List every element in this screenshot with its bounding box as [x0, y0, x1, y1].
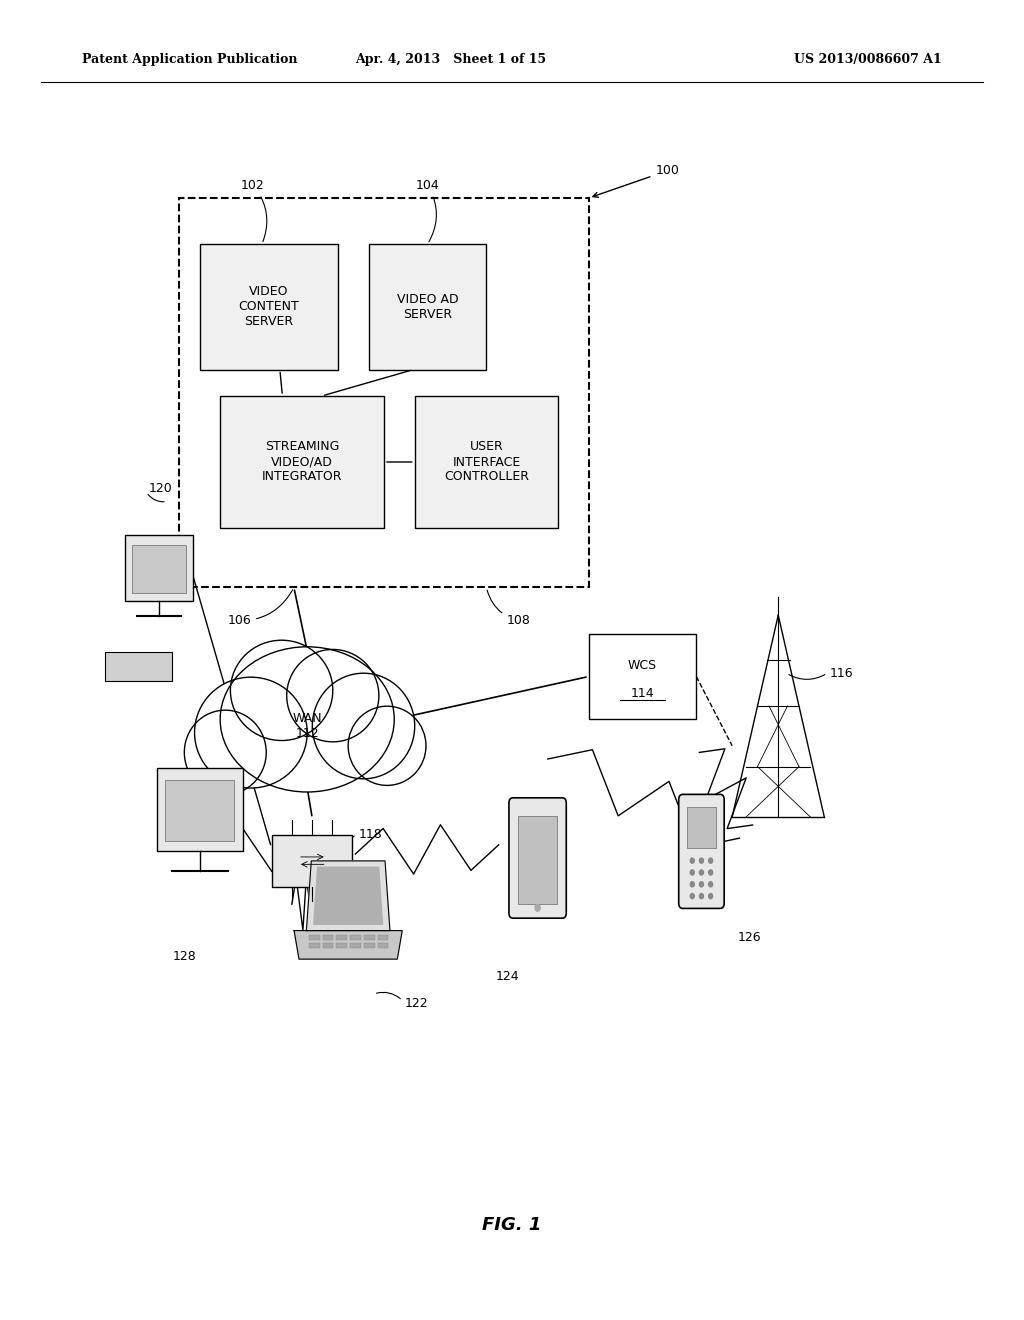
Text: 108: 108: [487, 590, 530, 627]
Polygon shape: [313, 867, 383, 924]
FancyBboxPatch shape: [309, 935, 319, 940]
Text: Patent Application Publication: Patent Application Publication: [82, 53, 297, 66]
FancyBboxPatch shape: [509, 797, 566, 919]
FancyBboxPatch shape: [679, 795, 724, 908]
Text: 122: 122: [404, 997, 428, 1010]
FancyBboxPatch shape: [105, 652, 172, 681]
FancyBboxPatch shape: [132, 545, 185, 593]
Text: 100: 100: [593, 164, 679, 197]
Text: FIG. 1: FIG. 1: [482, 1216, 542, 1234]
Circle shape: [690, 894, 694, 899]
FancyBboxPatch shape: [336, 935, 347, 940]
FancyBboxPatch shape: [415, 396, 558, 528]
Text: 114: 114: [631, 688, 654, 700]
Circle shape: [699, 894, 703, 899]
Circle shape: [690, 882, 694, 887]
Text: VIDEO AD
SERVER: VIDEO AD SERVER: [396, 293, 459, 321]
Text: 118: 118: [358, 828, 382, 841]
Text: 102: 102: [242, 178, 267, 242]
Text: USER
INTERFACE
CONTROLLER: USER INTERFACE CONTROLLER: [443, 441, 529, 483]
Text: WCS: WCS: [628, 660, 657, 672]
Circle shape: [690, 858, 694, 863]
FancyBboxPatch shape: [157, 768, 243, 851]
FancyBboxPatch shape: [378, 935, 388, 940]
Text: 126: 126: [737, 931, 761, 944]
Text: 120: 120: [148, 482, 172, 495]
FancyBboxPatch shape: [323, 935, 334, 940]
Circle shape: [709, 858, 713, 863]
Circle shape: [709, 894, 713, 899]
Ellipse shape: [184, 710, 266, 795]
FancyBboxPatch shape: [200, 244, 338, 370]
Ellipse shape: [287, 649, 379, 742]
FancyBboxPatch shape: [336, 942, 347, 948]
FancyBboxPatch shape: [272, 834, 352, 887]
FancyBboxPatch shape: [369, 244, 486, 370]
FancyBboxPatch shape: [687, 807, 716, 847]
Polygon shape: [306, 861, 390, 931]
Text: Apr. 4, 2013   Sheet 1 of 15: Apr. 4, 2013 Sheet 1 of 15: [355, 53, 546, 66]
FancyBboxPatch shape: [323, 942, 334, 948]
Circle shape: [535, 904, 541, 911]
Circle shape: [709, 882, 713, 887]
FancyBboxPatch shape: [364, 942, 375, 948]
Polygon shape: [294, 931, 402, 960]
FancyBboxPatch shape: [518, 816, 557, 904]
Text: 104: 104: [416, 178, 439, 242]
Ellipse shape: [348, 706, 426, 785]
FancyBboxPatch shape: [350, 935, 360, 940]
Text: US 2013/0086607 A1: US 2013/0086607 A1: [795, 53, 942, 66]
Text: WAN
112: WAN 112: [293, 711, 322, 741]
FancyBboxPatch shape: [378, 942, 388, 948]
FancyBboxPatch shape: [179, 198, 589, 587]
Circle shape: [699, 870, 703, 875]
Circle shape: [699, 858, 703, 863]
Circle shape: [690, 870, 694, 875]
FancyBboxPatch shape: [165, 780, 234, 841]
Ellipse shape: [195, 677, 307, 788]
Text: 116: 116: [829, 667, 853, 680]
Text: VIDEO
CONTENT
SERVER: VIDEO CONTENT SERVER: [239, 285, 299, 329]
Ellipse shape: [220, 647, 394, 792]
FancyBboxPatch shape: [364, 935, 375, 940]
FancyBboxPatch shape: [589, 634, 696, 719]
Text: STREAMING
VIDEO/AD
INTEGRATOR: STREAMING VIDEO/AD INTEGRATOR: [262, 441, 342, 483]
FancyBboxPatch shape: [220, 396, 384, 528]
FancyBboxPatch shape: [125, 536, 193, 601]
Ellipse shape: [312, 673, 415, 779]
Text: 128: 128: [172, 950, 197, 964]
Ellipse shape: [230, 640, 333, 741]
Text: 124: 124: [496, 970, 519, 983]
Circle shape: [699, 882, 703, 887]
Text: 106: 106: [227, 590, 293, 627]
FancyBboxPatch shape: [350, 942, 360, 948]
Circle shape: [709, 870, 713, 875]
FancyBboxPatch shape: [309, 942, 319, 948]
